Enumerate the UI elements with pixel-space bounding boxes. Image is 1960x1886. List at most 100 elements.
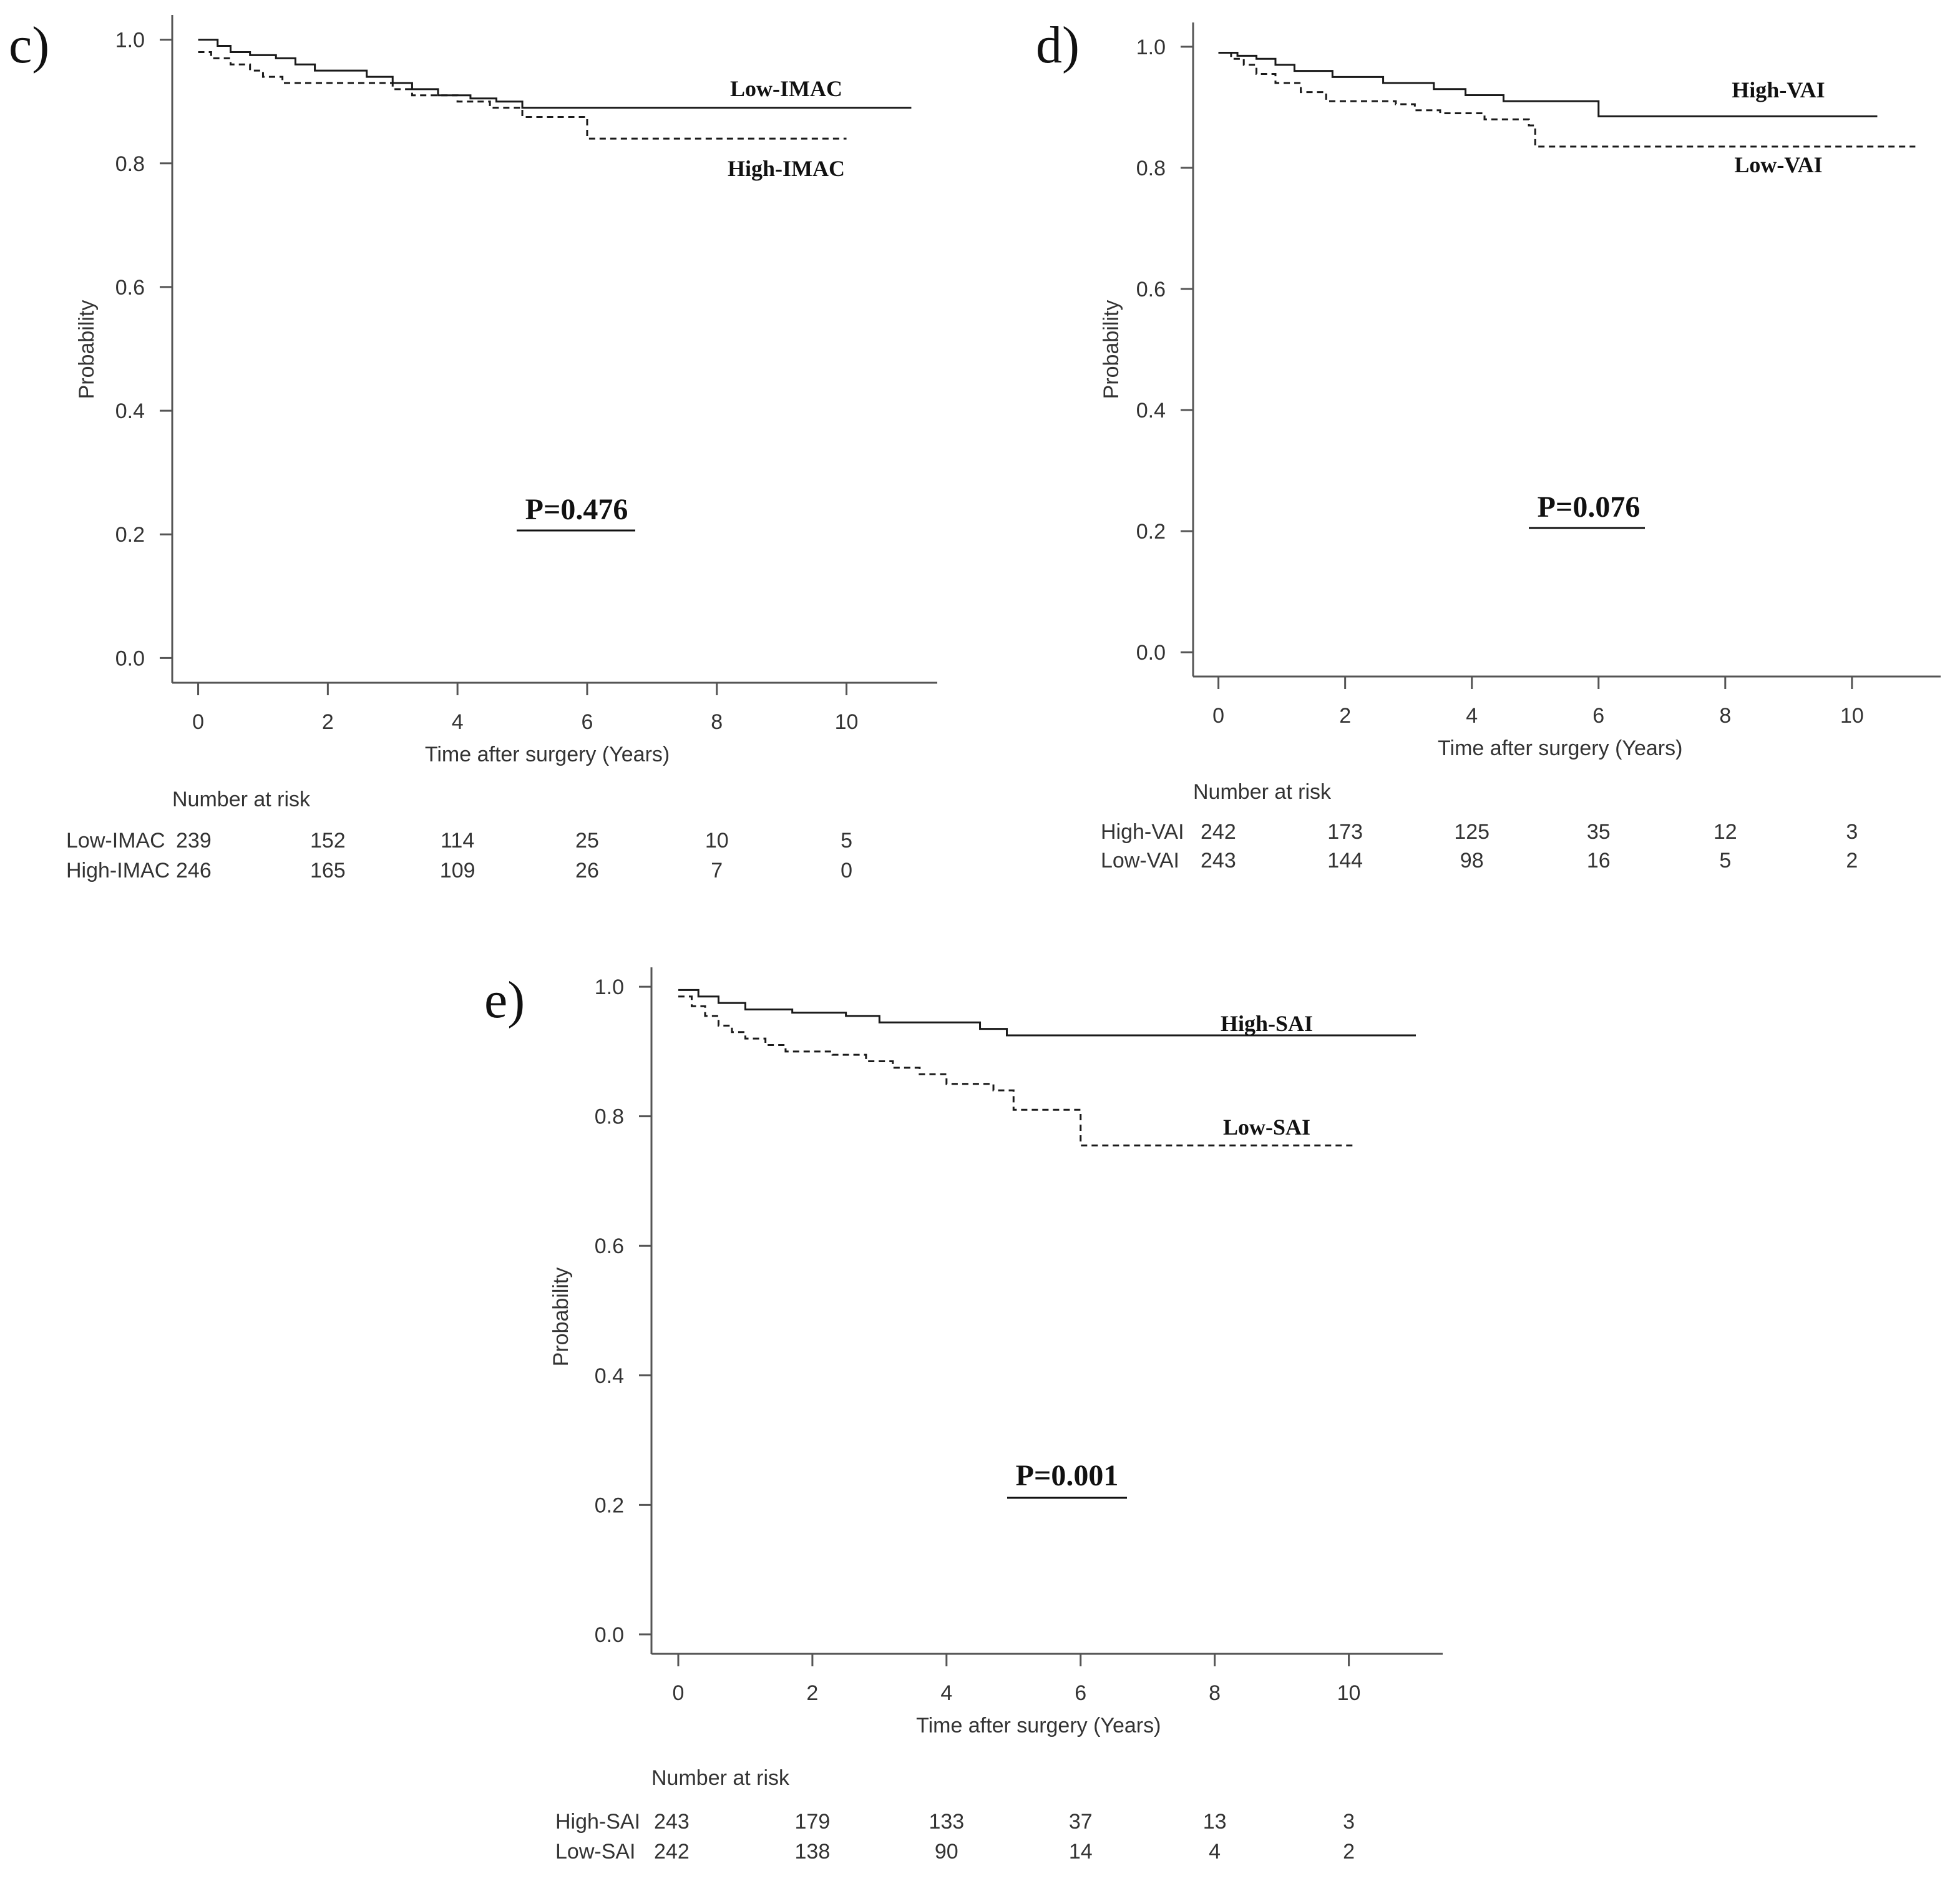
risk-table-title: Number at risk — [1193, 780, 1332, 804]
risk-value: 165 — [310, 859, 346, 882]
panel-label: c) — [9, 16, 49, 74]
survival-curve-low-sai — [678, 995, 1356, 1146]
x-tick-label: 0 — [192, 710, 204, 734]
risk-value: 12 — [1714, 820, 1737, 844]
risk-value: 3 — [1846, 820, 1858, 844]
risk-value: 14 — [1069, 1840, 1093, 1864]
x-tick-label: 2 — [1339, 704, 1351, 728]
y-tick-label: 0.8 — [1136, 157, 1166, 180]
x-tick-label: 4 — [452, 710, 464, 734]
y-tick-label: 0.4 — [115, 399, 145, 423]
panel-label: d) — [1036, 16, 1080, 74]
x-tick-label: 10 — [835, 710, 859, 734]
y-tick-label: 1.0 — [1136, 36, 1166, 59]
x-tick-label: 8 — [1719, 704, 1731, 728]
risk-value: 5 — [841, 829, 852, 853]
y-tick-label: 1.0 — [595, 975, 624, 999]
y-axis-title: Probability — [75, 300, 99, 399]
risk-value: 0 — [841, 859, 852, 882]
y-tick-label: 0.8 — [115, 152, 145, 176]
y-axis-title: Probability — [1099, 300, 1123, 399]
x-tick-label: 6 — [581, 710, 593, 734]
risk-value: 242 — [1201, 820, 1236, 844]
series-label-low-sai: Low-SAI — [1223, 1115, 1310, 1140]
risk-value: 133 — [929, 1810, 964, 1834]
risk-row-label: Low-VAI — [1101, 849, 1179, 872]
y-tick-label: 0.0 — [1136, 641, 1166, 665]
x-axis-title: Time after surgery (Years) — [425, 743, 670, 766]
panel-e: 0.0 0.2 0.4 0.6 0.8 1.0 0 2 4 6 8 10 Time after surg… — [484, 967, 1443, 1864]
risk-value: 243 — [654, 1810, 690, 1834]
y-tick-label: 0.6 — [115, 276, 145, 300]
x-tick-label: 8 — [711, 710, 723, 734]
risk-value: 16 — [1587, 849, 1611, 872]
risk-row-label: High-VAI — [1101, 820, 1184, 844]
risk-value: 173 — [1327, 820, 1363, 844]
risk-row-label: High-IMAC — [66, 859, 170, 882]
survival-curve-high-imac — [198, 51, 847, 140]
risk-value: 242 — [654, 1840, 690, 1864]
risk-value: 90 — [935, 1840, 958, 1864]
risk-value: 114 — [441, 829, 474, 853]
risk-value: 10 — [705, 829, 729, 853]
risk-value: 5 — [1719, 849, 1731, 872]
series-label-high-sai: High-SAI — [1221, 1011, 1313, 1036]
y-tick-label: 0.6 — [1136, 278, 1166, 301]
x-tick-label: 0 — [673, 1681, 685, 1705]
y-tick-label: 0.4 — [595, 1364, 624, 1388]
series-label-high-vai: High-VAI — [1732, 77, 1825, 102]
p-value: P=0.076 — [1538, 491, 1641, 524]
risk-value: 98 — [1460, 849, 1484, 872]
p-value: P=0.001 — [1016, 1459, 1119, 1492]
risk-value: 7 — [711, 859, 723, 882]
x-tick-label: 4 — [1466, 704, 1478, 728]
risk-value: 26 — [575, 859, 599, 882]
series-label-low-vai: Low-VAI — [1734, 152, 1822, 177]
risk-value: 125 — [1454, 820, 1490, 844]
x-axis-title: Time after surgery (Years) — [1438, 736, 1682, 760]
risk-value: 239 — [176, 829, 212, 853]
risk-value: 4 — [1209, 1840, 1221, 1864]
risk-value: 109 — [440, 859, 475, 882]
y-tick-label: 0.8 — [595, 1105, 624, 1129]
risk-value: 152 — [310, 829, 346, 853]
risk-value: 243 — [1201, 849, 1236, 872]
y-tick-label: 1.0 — [115, 29, 145, 52]
x-tick-label: 4 — [940, 1681, 952, 1705]
x-tick-label: 8 — [1209, 1681, 1221, 1705]
risk-row-label: Low-SAI — [555, 1840, 636, 1864]
x-tick-label: 6 — [1075, 1681, 1086, 1705]
x-tick-label: 2 — [806, 1681, 818, 1705]
risk-value: 35 — [1587, 820, 1611, 844]
y-tick-label: 0.2 — [115, 523, 145, 547]
series-label-low-imac: Low-IMAC — [730, 76, 842, 101]
x-tick-label: 6 — [1592, 704, 1604, 728]
y-tick-label: 0.2 — [1136, 520, 1166, 544]
risk-table-title: Number at risk — [172, 788, 311, 811]
risk-value: 138 — [795, 1840, 831, 1864]
risk-table-title: Number at risk — [651, 1766, 790, 1790]
risk-value: 13 — [1203, 1810, 1227, 1834]
risk-row-label: High-SAI — [555, 1810, 640, 1834]
risk-value: 2 — [1846, 849, 1858, 872]
series-label-high-imac: High-IMAC — [728, 156, 845, 181]
risk-value: 246 — [176, 859, 212, 882]
x-tick-label: 10 — [1337, 1681, 1361, 1705]
panel-c: 0.0 0.2 0.4 0.6 0.8 1.0 0 2 4 6 8 10 Time after surg… — [9, 15, 937, 882]
risk-value: 144 — [1327, 849, 1363, 872]
risk-value: 179 — [795, 1810, 831, 1834]
x-axis-title: Time after surgery (Years) — [916, 1714, 1161, 1737]
panel-d: 0.0 0.2 0.4 0.6 0.8 1.0 0 2 4 6 8 10 Time after surg… — [1036, 16, 1941, 872]
y-tick-label: 0.2 — [595, 1493, 624, 1517]
y-tick-label: 0.0 — [115, 647, 145, 670]
panel-label: e) — [484, 971, 525, 1029]
x-tick-label: 10 — [1840, 704, 1864, 728]
p-value: P=0.476 — [525, 493, 628, 526]
risk-value: 37 — [1069, 1810, 1093, 1834]
y-tick-label: 0.0 — [595, 1623, 624, 1647]
risk-row-label: Low-IMAC — [66, 829, 165, 853]
survival-curve-low-imac — [198, 39, 912, 109]
x-tick-label: 0 — [1212, 704, 1224, 728]
risk-value: 2 — [1343, 1840, 1355, 1864]
